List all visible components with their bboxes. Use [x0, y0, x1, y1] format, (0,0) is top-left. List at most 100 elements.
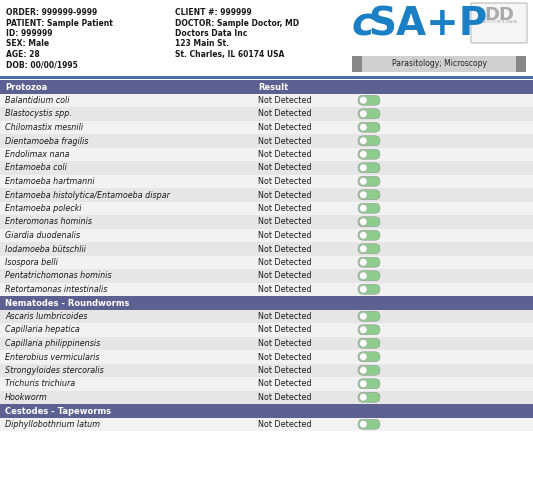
Text: SEX: Male: SEX: Male — [6, 39, 49, 48]
Text: Capillaria philippinensis: Capillaria philippinensis — [5, 339, 100, 348]
FancyBboxPatch shape — [358, 149, 380, 159]
Circle shape — [359, 205, 367, 212]
Text: Not Detected: Not Detected — [258, 393, 311, 402]
Text: Not Detected: Not Detected — [258, 366, 311, 375]
Text: Not Detected: Not Detected — [258, 231, 311, 240]
Text: AGE: 28: AGE: 28 — [6, 50, 40, 59]
Text: Strongyloides stercoralis: Strongyloides stercoralis — [5, 366, 104, 375]
Circle shape — [359, 259, 367, 266]
Circle shape — [359, 164, 367, 171]
Bar — [0, 337, 533, 350]
Circle shape — [359, 110, 367, 117]
FancyBboxPatch shape — [358, 257, 380, 267]
Text: Endolimax nana: Endolimax nana — [5, 150, 69, 159]
Bar — [0, 417, 533, 431]
Text: ID: 999999: ID: 999999 — [6, 29, 52, 38]
Text: Cestodes - Tapeworms: Cestodes - Tapeworms — [5, 407, 111, 415]
Text: Entamoeba hartmanni: Entamoeba hartmanni — [5, 177, 95, 186]
Text: Not Detected: Not Detected — [258, 380, 311, 389]
FancyBboxPatch shape — [358, 284, 380, 294]
Bar — [352, 56, 526, 72]
Bar — [0, 161, 533, 174]
Circle shape — [359, 137, 367, 145]
Bar — [0, 202, 533, 215]
FancyBboxPatch shape — [358, 109, 380, 119]
FancyBboxPatch shape — [358, 352, 380, 362]
FancyBboxPatch shape — [358, 217, 380, 227]
Bar — [0, 148, 533, 161]
Text: Not Detected: Not Detected — [258, 163, 311, 172]
Text: Not Detected: Not Detected — [258, 339, 311, 348]
Circle shape — [359, 123, 367, 131]
Text: Not Detected: Not Detected — [258, 272, 311, 281]
Text: PATIENT: Sample Patient: PATIENT: Sample Patient — [6, 19, 113, 28]
Circle shape — [359, 151, 367, 158]
FancyBboxPatch shape — [358, 338, 380, 348]
Text: Not Detected: Not Detected — [258, 218, 311, 226]
Text: Not Detected: Not Detected — [258, 177, 311, 186]
FancyBboxPatch shape — [358, 122, 380, 132]
Bar — [0, 188, 533, 202]
Circle shape — [359, 177, 367, 185]
Bar — [0, 296, 533, 309]
Circle shape — [359, 272, 367, 280]
Text: Hookworm: Hookworm — [5, 393, 48, 402]
Text: Not Detected: Not Detected — [258, 420, 311, 429]
Text: Not Detected: Not Detected — [258, 312, 311, 321]
Bar — [0, 134, 533, 148]
Text: DOCTOR'S DATA: DOCTOR'S DATA — [481, 20, 516, 24]
Text: Not Detected: Not Detected — [258, 191, 311, 200]
Text: Dientamoeba fragilis: Dientamoeba fragilis — [5, 137, 88, 146]
Bar — [0, 242, 533, 256]
Bar — [0, 107, 533, 120]
Circle shape — [359, 326, 367, 334]
Bar — [0, 94, 533, 107]
Text: Pentatrichomonas hominis: Pentatrichomonas hominis — [5, 272, 111, 281]
Bar — [0, 256, 533, 269]
FancyBboxPatch shape — [358, 95, 380, 105]
Text: Entamoeba coli: Entamoeba coli — [5, 163, 67, 172]
FancyBboxPatch shape — [358, 244, 380, 254]
Bar — [0, 0, 533, 78]
FancyBboxPatch shape — [358, 311, 380, 321]
Bar — [0, 76, 533, 79]
Text: Iodamoeba bütschlii: Iodamoeba bütschlii — [5, 244, 86, 254]
FancyBboxPatch shape — [358, 190, 380, 200]
Circle shape — [359, 218, 367, 226]
Text: Chilomastix mesnili: Chilomastix mesnili — [5, 123, 83, 132]
FancyBboxPatch shape — [358, 271, 380, 281]
FancyBboxPatch shape — [358, 176, 380, 186]
Bar — [352, 56, 362, 72]
FancyBboxPatch shape — [358, 379, 380, 389]
Text: Not Detected: Not Detected — [258, 109, 311, 118]
Circle shape — [359, 340, 367, 347]
FancyBboxPatch shape — [358, 203, 380, 213]
Text: Not Detected: Not Detected — [258, 96, 311, 105]
Bar — [0, 283, 533, 296]
Circle shape — [359, 245, 367, 253]
FancyBboxPatch shape — [358, 230, 380, 240]
Text: Entamoeba histolytica/Entamoeba dispar: Entamoeba histolytica/Entamoeba dispar — [5, 191, 170, 200]
Text: CLIENT #: 999999: CLIENT #: 999999 — [175, 8, 252, 17]
Bar — [0, 215, 533, 228]
Text: Trichuris trichiura: Trichuris trichiura — [5, 380, 75, 389]
Circle shape — [359, 191, 367, 199]
Bar — [0, 174, 533, 188]
Text: 123 Main St.: 123 Main St. — [175, 39, 229, 48]
Circle shape — [359, 420, 367, 428]
Text: Enterobius vermicularis: Enterobius vermicularis — [5, 352, 100, 361]
Text: DD: DD — [484, 6, 514, 24]
Bar — [0, 80, 533, 94]
Text: Not Detected: Not Detected — [258, 258, 311, 267]
Text: Doctors Data Inc: Doctors Data Inc — [175, 29, 247, 38]
Text: Capillaria hepatica: Capillaria hepatica — [5, 326, 80, 335]
Text: Result: Result — [258, 83, 288, 92]
Bar — [0, 323, 533, 337]
Circle shape — [359, 394, 367, 401]
Bar — [0, 404, 533, 417]
Text: Giardia duodenalis: Giardia duodenalis — [5, 231, 80, 240]
Circle shape — [359, 285, 367, 293]
Text: Not Detected: Not Detected — [258, 285, 311, 294]
Text: c: c — [352, 5, 375, 43]
FancyBboxPatch shape — [471, 3, 527, 43]
